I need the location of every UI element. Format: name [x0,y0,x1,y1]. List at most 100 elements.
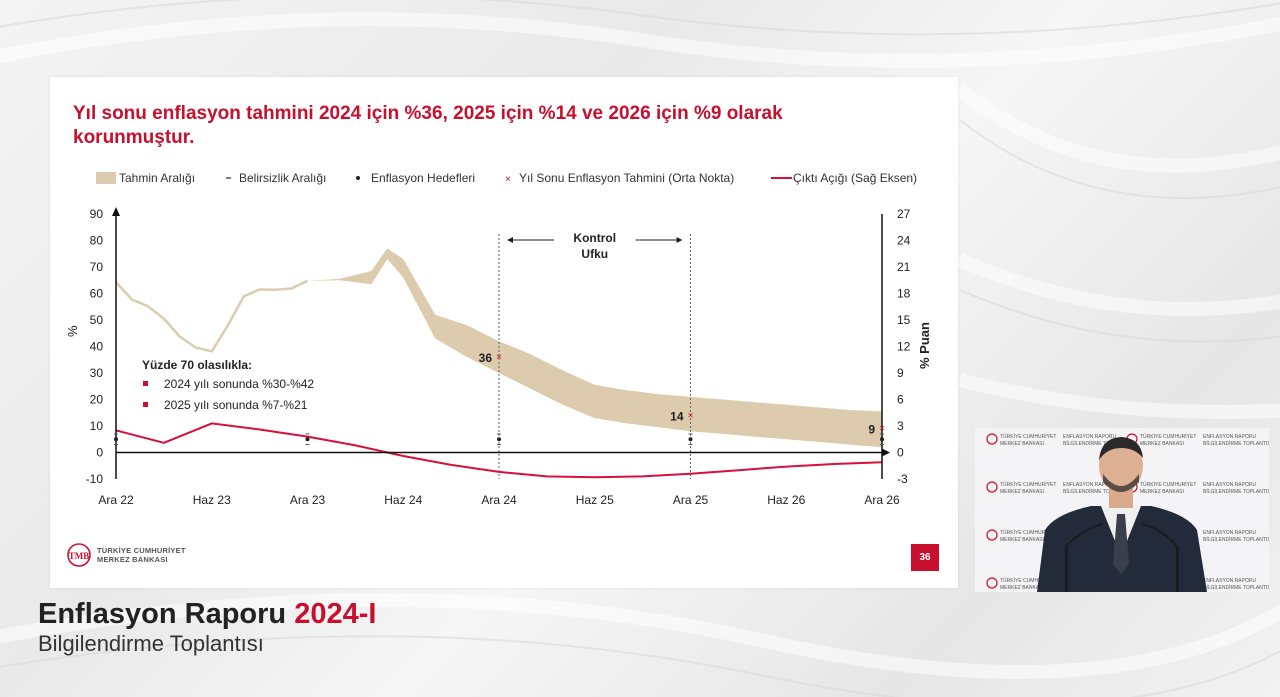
right-axis-tick-label: -3 [897,472,908,486]
legend-label: Enflasyon Hedefleri [371,171,475,185]
right-axis-tick-label: 27 [897,207,911,221]
annotation-heading: Yüzde 70 olasılıkla: [142,358,252,372]
backdrop-logo-text: ENFLASYON RAPORU [1063,434,1116,440]
backdrop-emblem-icon [986,481,998,493]
control-horizon-label: Kontrol [573,231,616,245]
probability-annotation: Yüzde 70 olasılıkla: 2024 yılı sonunda %… [142,358,314,412]
left-axis-arrowhead [112,207,120,216]
annotation-item: 2024 yılı sonunda %30-%42 [164,377,314,391]
x-axis-tick-label: Ara 25 [673,493,709,507]
left-axis-tick-label: 30 [90,366,104,380]
backdrop-logo-text: TÜRKİYE CUMHURİYET [1140,481,1196,488]
inflation-target-dot [114,437,118,442]
legend-label: Belirsizlik Aralığı [239,171,326,185]
backdrop-logo-text: MERKEZ BANKASI [1140,489,1184,495]
backdrop-logo-text: ENFLASYON RAPORU [1203,578,1256,584]
logo-line2: MERKEZ BANKASI [97,555,168,564]
left-axis-tick-label: 70 [90,260,104,274]
backdrop-logo-text: TÜRKİYE CUMHURİYET [1000,577,1056,584]
inflation-target-dot [305,437,310,442]
control-horizon-arrowhead-right [676,237,683,243]
legend-cross-swatch: × [505,174,511,185]
control-horizon-label: Ufku [581,247,608,261]
chart-legend: Tahmin Aralığı Belirsizlik Aralığı Enfla… [96,171,917,185]
right-axis-tick-label: 6 [897,393,904,407]
inflation-forecast-chart: Tahmin Aralığı Belirsizlik Aralığı Enfla… [65,171,932,507]
tcmb-logo: TMB TÜRKİYE CUMHURİYET MERKEZ BANKASI [66,542,186,568]
x-axis-arrowhead [882,448,890,457]
left-axis-tick-label: 10 [90,419,104,433]
backdrop-logo-text: BİLGİLENDİRME TOPLANTISI [1203,488,1269,495]
logo-line1: TÜRKİYE CUMHURİYET [97,546,186,555]
backdrop-logo-text: ENFLASYON RAPORU [1203,434,1256,440]
annotation-bullet [143,381,148,386]
control-horizon-arrowhead-left [507,237,513,243]
caption-subtitle: Bilgilendirme Toplantısı [38,631,264,656]
legend-band-swatch [96,172,116,184]
inflation-target-dot [880,437,884,442]
annotation-bullet [143,402,148,407]
backdrop-logo-text: ENFLASYON RAPORU [1203,482,1256,488]
inflation-target-dot [497,437,501,442]
right-axis-tick-label: 18 [897,287,911,301]
right-axis-tick-label: 0 [897,446,904,460]
left-axis-tick-label: 40 [90,340,104,354]
right-axis-tick-label: 21 [897,260,911,274]
forecast-midpoint-label: 36 [479,351,493,365]
left-axis-title: % [65,325,80,337]
backdrop-emblem-icon [986,529,998,541]
right-axis-tick-label: 9 [897,366,904,380]
tcmb-emblem-icon: TMB [67,543,91,567]
x-axis-tick-label: Haz 26 [767,493,805,507]
right-axis-tick-label: 3 [897,419,904,433]
x-axis-tick-label: Haz 25 [576,493,614,507]
inflation-history-line [115,279,309,353]
backdrop-logo-text: MERKEZ BANKASI [1000,537,1044,543]
forecast-midpoint-label: 9 [868,423,875,437]
forecast-midpoint-marker: × [688,410,694,421]
backdrop-logo-text: MERKEZ BANKASI [1000,489,1044,495]
forecast-band-area [307,248,882,448]
speaker-figure [1037,437,1207,592]
backdrop-logo-text: TÜRKİYE CUMHURİYET [1000,433,1056,440]
left-axis-tick-label: 80 [90,234,104,248]
forecast-midpoint-marker: × [496,352,502,363]
backdrop-logo-text: ENFLASYON RAPORU [1203,530,1256,536]
backdrop-emblem-icon [986,577,998,589]
presentation-slide: Yıl sonu enflasyon tahmini 2024 için %36… [50,77,958,588]
backdrop-logo-text: MERKEZ BANKASI [1140,441,1184,447]
forecast-midpoint-marker: × [879,424,885,435]
right-axis-tick-label: 15 [897,313,911,327]
backdrop-logo-text: BİLGİLENDİRME TOPLANTISI [1203,536,1269,543]
backdrop-logo-text: TÜRKİYE CUMHURİYET [1140,433,1196,440]
x-axis-tick-label: Ara 22 [98,493,134,507]
left-axis-tick-label: 20 [90,393,104,407]
broadcast-caption: Enflasyon Raporu 2024-I Bilgilendirme To… [38,597,376,658]
backdrop-logo-text: BİLGİLENDİRME TOPLANTISI [1063,488,1132,495]
legend-label: Tahmin Aralığı [119,171,195,185]
legend-label: Yıl Sonu Enflasyon Tahmini (Orta Nokta) [519,171,734,185]
right-axis-tick-label: 12 [897,340,911,354]
left-axis-tick-label: 60 [90,287,104,301]
left-axis-tick-label: 50 [90,313,104,327]
x-axis-tick-label: Ara 24 [481,493,517,507]
backdrop-logo-text: TÜRKİYE CUMHURİYET [1000,481,1056,488]
x-axis-tick-label: Haz 24 [384,493,422,507]
backdrop-emblem-icon [986,433,998,445]
right-axis-tick-label: 24 [897,234,911,248]
backdrop-logo-text: BİLGİLENDİRME TOPLANTISI [1203,440,1269,447]
backdrop-logo-text: BİLGİLENDİRME TOPLANTISI [1063,440,1132,447]
speaker-video-inset: TÜRKİYE CUMHURİYET MERKEZ BANKASI ENFLASYO… [975,428,1269,592]
legend-dot-swatch [356,176,360,180]
backdrop-logo-text: BİLGİLENDİRME TOPLANTISI [1203,584,1269,591]
legend-label: Çıktı Açığı (Sağ Eksen) [793,171,917,185]
caption-title: Enflasyon Raporu [38,598,287,630]
right-axis-title: % Puan [917,322,932,369]
svg-text:TMB: TMB [69,551,90,561]
forecast-midpoint-label: 14 [670,409,684,423]
left-axis-tick-label: 90 [90,207,104,221]
backdrop-logo-text: TÜRKİYE CUMHURİYET [1000,529,1056,536]
slide-title: Yıl sonu enflasyon tahmini 2024 için %36… [73,103,783,148]
